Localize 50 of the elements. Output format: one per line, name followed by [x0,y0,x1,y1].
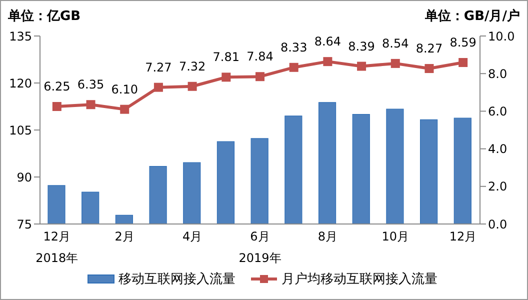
point [154,82,163,92]
y-tick-label: 135 [9,29,32,44]
legend-label: 月户均移动互联网接入流量 [282,271,438,288]
point [357,62,366,71]
data-label: 8.59 [450,36,476,50]
data-label: 6.10 [111,82,138,96]
x-tick-label: 6月 [250,230,270,244]
x-tick-label: 2月 [114,230,134,244]
data-label: 8.39 [348,39,375,54]
data-label: 6.35 [77,78,104,92]
point [86,100,96,110]
point [222,72,231,82]
data-label: 8.64 [314,34,342,49]
y2-axis-title: 单位：GB/月/户 [424,8,520,25]
y-tick-label: 90 [16,170,32,184]
text: 2018年 [34,250,80,267]
y2-tick-label: 8.0 [488,66,508,81]
point [256,72,264,82]
y2-tick-label: 4.0 [488,142,508,156]
legend-label: 移动互联网接入流量 [118,271,236,288]
data-label: 8.54 [382,36,409,50]
y2-tick-label: 6.0 [488,104,508,118]
data-label: 8.33 [280,40,308,54]
data-label: 7.81 [212,50,240,64]
point [120,104,130,114]
y-tick-label: 120 [9,76,32,90]
y2-tick-label: 2.0 [488,180,508,194]
point [424,64,434,74]
point [289,62,298,72]
text: 2019年 [238,250,282,267]
data-label: 6.25 [44,80,70,94]
data-label: 7.32 [178,59,206,74]
point [458,58,468,68]
data-label: 7.84 [246,50,274,64]
x-tick-label: 10月 [382,230,410,244]
x-tick-label: 8月 [318,230,338,244]
x-tick-label: 12月 [43,230,71,244]
point [323,57,332,66]
y2-tick-label: 0.0 [488,217,508,232]
point [52,102,62,111]
data-label: 8.27 [416,42,443,56]
x-tick-label: 4月 [182,230,202,244]
point [390,58,400,68]
x-tick-label: 12月 [449,230,477,244]
data-label: 7.27 [145,60,172,74]
point [188,82,197,91]
y-tick-label: 105 [9,123,32,138]
y2-tick-label: 10.0 [488,29,515,44]
y-tick-label: 75 [16,217,32,232]
y-axis-title: 单位：亿GB [8,8,81,25]
